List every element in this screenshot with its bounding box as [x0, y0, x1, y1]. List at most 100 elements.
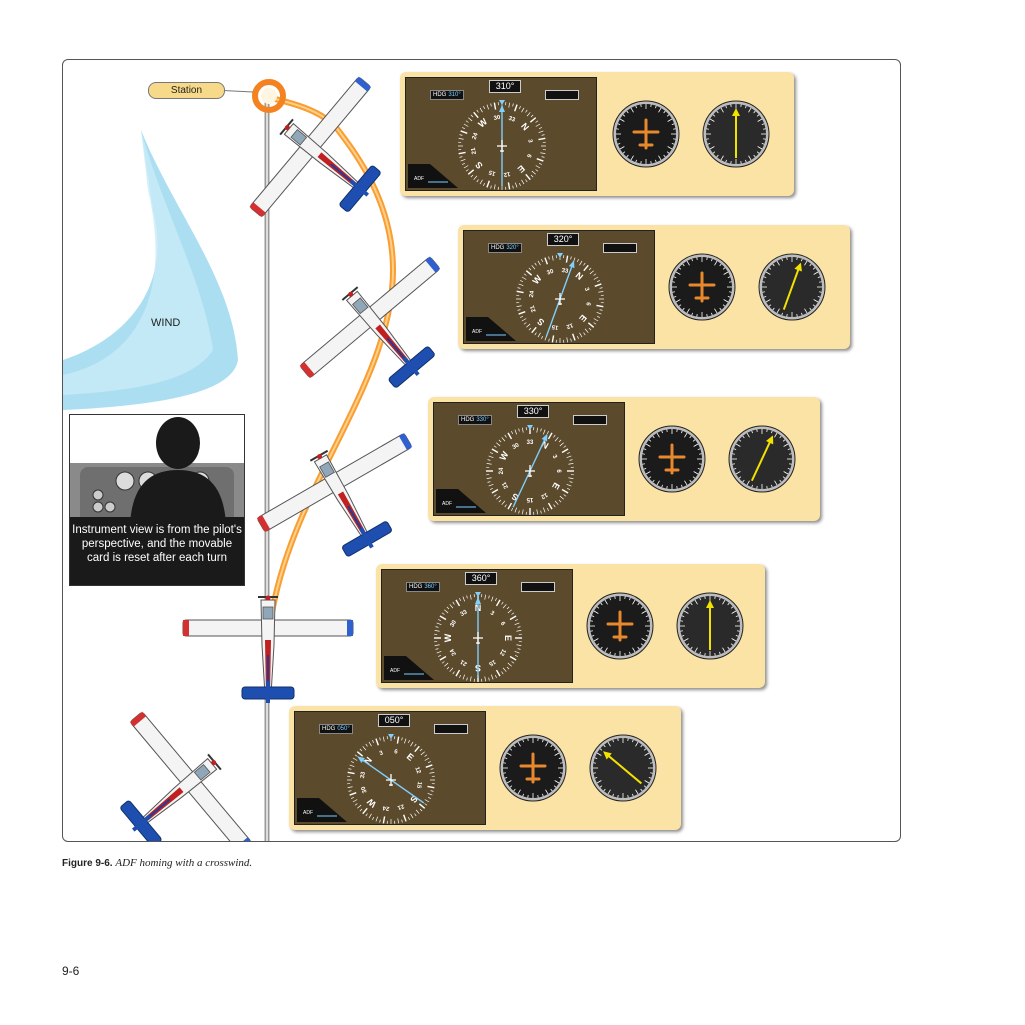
svg-text:W: W — [443, 633, 453, 642]
pilot-note: Instrument view is from the pilot's pers… — [70, 517, 244, 585]
svg-text:6: 6 — [555, 469, 561, 473]
hdg-small-label: HDG — [322, 726, 336, 732]
svg-text:24: 24 — [449, 647, 458, 656]
svg-text:W: W — [530, 273, 543, 286]
svg-text:3: 3 — [526, 139, 533, 144]
svg-text:24: 24 — [382, 804, 390, 811]
hdg-small-value: 360° — [424, 584, 437, 590]
airplane-1 — [229, 60, 424, 262]
svg-text:33: 33 — [360, 771, 367, 779]
page-number: 9-6 — [62, 964, 80, 978]
svg-text:N: N — [362, 755, 374, 766]
hdg-small-label: HDG — [491, 245, 505, 251]
heading-readout: 320° — [547, 233, 579, 246]
station-label: Station — [148, 82, 225, 99]
svg-text:12: 12 — [539, 491, 548, 500]
heading-readout: 050° — [378, 714, 410, 727]
svg-text:15: 15 — [415, 781, 422, 789]
heading-readout: 310° — [489, 80, 521, 93]
svg-text:21: 21 — [530, 304, 538, 313]
blank-window — [434, 724, 468, 734]
svg-text:S: S — [408, 794, 420, 805]
caption-text: ADF homing with a crosswind. — [115, 857, 253, 869]
svg-text:E: E — [516, 163, 527, 175]
svg-text:S: S — [535, 316, 546, 328]
hdg-small-box: HDG 050° — [319, 724, 353, 734]
svg-text:N: N — [540, 439, 551, 451]
svg-text:3: 3 — [551, 454, 558, 460]
svg-text:6: 6 — [499, 621, 506, 627]
heading-indicator-gauge — [668, 253, 736, 321]
hdg-small-box: HDG 320° — [488, 243, 522, 253]
svg-text:21: 21 — [501, 480, 510, 489]
svg-text:30: 30 — [361, 785, 369, 794]
svg-text:W: W — [365, 796, 378, 809]
rmi-gauge — [758, 253, 826, 321]
blank-window — [545, 90, 579, 100]
adf-display: HDG 320° 320° N 3 6 E 12 15 S 21 24 W 30 33 ADF — [463, 230, 655, 344]
heading-indicator-gauge — [612, 100, 680, 168]
hdg-small-label: HDG — [433, 92, 447, 98]
rmi-gauge — [728, 425, 796, 493]
svg-text:N: N — [574, 270, 585, 282]
blank-window — [603, 243, 637, 253]
adf-tag: ADF — [297, 792, 349, 822]
airplane-5 — [77, 694, 272, 841]
svg-text:E: E — [550, 481, 562, 491]
hdg-small-label: HDG — [461, 417, 475, 423]
adf-display: HDG 050° 050° N 3 6 E 12 15 S 21 24 W 30 33 ADF — [294, 711, 486, 825]
svg-text:24: 24 — [472, 132, 480, 141]
hdg-small-value: 320° — [506, 245, 519, 251]
svg-text:21: 21 — [459, 658, 468, 667]
heading-readout: 360° — [465, 572, 497, 585]
hdg-small-value: 310° — [448, 92, 461, 98]
svg-text:E: E — [577, 313, 589, 324]
rmi-gauge — [702, 100, 770, 168]
rmi-gauge — [589, 734, 657, 802]
svg-text:6: 6 — [584, 302, 591, 307]
heading-indicator-gauge — [499, 734, 567, 802]
svg-text:12: 12 — [565, 321, 574, 329]
hdg-small-box: HDG 310° — [430, 90, 464, 100]
svg-text:6: 6 — [525, 153, 532, 159]
svg-text:12: 12 — [502, 170, 510, 177]
wind-label: WIND — [151, 317, 181, 329]
svg-text:15: 15 — [526, 496, 533, 502]
svg-text:24: 24 — [499, 467, 505, 474]
adf-label: ADF — [414, 176, 424, 182]
svg-text:33: 33 — [527, 440, 534, 446]
pilot-silhouette — [70, 417, 244, 525]
caption-label: Figure 9-6. — [62, 858, 113, 869]
instrument-panel-1: HDG 310° 310° N 3 6 E 12 15 S 21 24 W 30 33 ADF — [400, 72, 794, 196]
svg-text:33: 33 — [507, 116, 516, 124]
svg-text:6: 6 — [394, 749, 399, 756]
svg-text:E: E — [405, 751, 416, 763]
svg-text:15: 15 — [551, 323, 559, 330]
adf-label: ADF — [303, 810, 313, 816]
heading-indicator-gauge — [586, 592, 654, 660]
instrument-panel-3: HDG 330° 330° N 3 6 E 12 15 S 21 24 W 30 33 ADF — [428, 397, 820, 521]
rmi-gauge — [676, 592, 744, 660]
svg-text:E: E — [503, 635, 513, 641]
svg-text:W: W — [476, 116, 489, 129]
svg-text:3: 3 — [583, 287, 590, 293]
hdg-small-label: HDG — [409, 584, 423, 590]
svg-text:15: 15 — [488, 168, 497, 176]
station-ring — [252, 79, 286, 113]
adf-tag: ADF — [408, 158, 460, 188]
adf-tag: ADF — [466, 311, 518, 341]
hdg-small-value: 330° — [476, 417, 489, 423]
svg-text:33: 33 — [561, 268, 569, 275]
heading-readout: 330° — [517, 405, 549, 418]
figure-frame: Station WIND Instrument view is from the… — [62, 59, 901, 842]
instrument-panel-5: HDG 050° 050° N 3 6 E 12 15 S 21 24 W 30 33 ADF — [289, 706, 681, 830]
blank-window — [521, 582, 555, 592]
pilot-view-box: Instrument view is from the pilot's pers… — [69, 414, 245, 586]
svg-text:N: N — [519, 121, 531, 132]
